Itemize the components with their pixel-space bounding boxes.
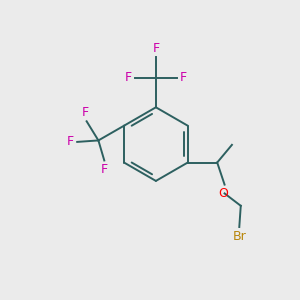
Text: Br: Br xyxy=(232,230,246,243)
Text: O: O xyxy=(218,187,228,200)
Text: F: F xyxy=(101,164,108,176)
Text: F: F xyxy=(67,135,74,148)
Text: F: F xyxy=(124,71,132,84)
Text: F: F xyxy=(152,42,160,55)
Text: F: F xyxy=(82,106,89,119)
Text: F: F xyxy=(180,71,187,84)
